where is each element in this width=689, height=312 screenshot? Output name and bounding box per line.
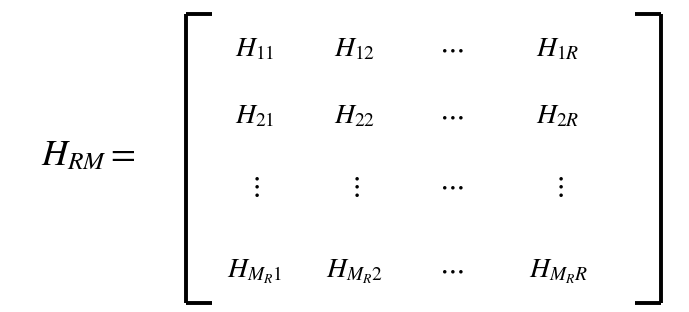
Text: $H_{1R}$: $H_{1R}$ (536, 37, 580, 63)
Text: $H_{RM}=$: $H_{RM}=$ (41, 139, 136, 173)
Text: $H_{21}$: $H_{21}$ (235, 104, 275, 130)
Text: $H_{M_R 2}$: $H_{M_R 2}$ (327, 257, 383, 285)
Text: $\cdots$: $\cdots$ (439, 175, 464, 200)
Text: $H_{12}$: $H_{12}$ (334, 37, 376, 63)
Text: $H_{2R}$: $H_{2R}$ (536, 104, 580, 130)
Text: $H_{M_R 1}$: $H_{M_R 1}$ (227, 257, 282, 285)
Text: $H_{11}$: $H_{11}$ (235, 37, 275, 63)
Text: $H_{M_R R}$: $H_{M_R R}$ (528, 257, 588, 285)
Text: $H_{22}$: $H_{22}$ (334, 104, 376, 130)
Text: $\cdots$: $\cdots$ (439, 259, 464, 284)
Text: $\vdots$: $\vdots$ (553, 175, 564, 200)
Text: $\cdots$: $\cdots$ (439, 37, 464, 62)
Text: $\cdots$: $\cdots$ (439, 105, 464, 129)
Text: $\vdots$: $\vdots$ (349, 175, 360, 200)
Text: $\vdots$: $\vdots$ (249, 175, 260, 200)
